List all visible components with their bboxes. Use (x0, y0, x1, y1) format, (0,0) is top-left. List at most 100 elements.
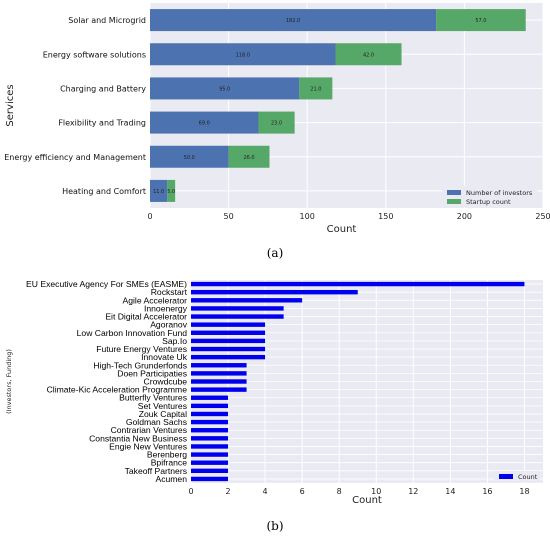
bar (191, 444, 229, 449)
category-label-a: Energy software solutions (43, 50, 146, 59)
bar (191, 452, 229, 457)
bar-segment (150, 9, 437, 32)
bar (191, 338, 266, 344)
bar (191, 330, 266, 335)
bar (191, 468, 229, 474)
bar-segment (258, 111, 295, 134)
x-tick-label-b: 6 (300, 487, 305, 496)
bar-segment (167, 179, 176, 202)
data-label: 95.0 (219, 86, 230, 92)
category-label-b: Doen Participaties (117, 368, 187, 378)
bar (191, 346, 266, 352)
legend-label-a: Startup count (466, 198, 511, 206)
category-label-b: EU Executive Agency For SMEs (EASME) (26, 279, 187, 289)
bar (191, 298, 303, 303)
category-label-b: Zouk Capital (139, 409, 187, 419)
data-label: 23.0 (271, 121, 282, 127)
caption-a: (a) (267, 246, 284, 260)
bar (191, 281, 525, 287)
category-label-b: Climate-Kic Acceleration Programme (47, 385, 188, 395)
category-label-b: Acumen (155, 474, 187, 484)
data-label: 50.0 (184, 155, 195, 161)
bar (191, 306, 284, 311)
category-label-b: Engie New Ventures (109, 441, 187, 451)
bar (191, 387, 247, 392)
bar (191, 403, 229, 409)
bar-segment (436, 9, 526, 32)
category-label-b: Future Energy Ventures (96, 344, 187, 354)
x-tick-label-b: 8 (337, 487, 342, 496)
x-tick-label-b: 16 (482, 487, 492, 496)
bar (191, 476, 229, 482)
x-axis-label-b: Count (352, 495, 382, 506)
y-axis-label-a: Services (5, 84, 16, 126)
data-label: 11.0 (153, 189, 164, 195)
x-tick-label-b: 18 (519, 487, 529, 496)
category-label-b: Berenberg (147, 450, 187, 460)
legend-b: Count (494, 471, 540, 482)
x-tick-label-a: 100 (300, 212, 315, 221)
category-label-b: Rockstart (151, 287, 188, 297)
legend-swatch-a (447, 199, 461, 204)
caption-b: (b) (266, 519, 283, 533)
bar-segment (150, 43, 336, 66)
bar (191, 314, 284, 319)
chart-a: 0 50 100 150 200 250 Solar and Microgrid 182.0 5… (4, 3, 550, 260)
bar (191, 411, 229, 417)
bar (191, 379, 247, 384)
category-label-a: Heating and Comfort (62, 187, 146, 196)
category-label-b: High-Tech Grunderfonds (93, 360, 187, 370)
bar (191, 289, 358, 295)
data-label: 57.0 (475, 18, 486, 24)
category-label-b: Eit Digital Accelerator (105, 312, 187, 322)
bar (191, 419, 229, 425)
category-label-b: Innovate Uk (141, 352, 188, 362)
x-tick-label-b: 2 (226, 487, 231, 496)
x-tick-label-b: 10 (371, 487, 381, 496)
category-label-a: Flexibility and Trading (58, 119, 146, 128)
category-label-b: Low Carbon Innovation Fund (77, 328, 188, 338)
data-label: 21.0 (310, 86, 321, 92)
category-label-a: Charging and Battery (60, 84, 146, 93)
category-label-b: Crowdcube (144, 377, 188, 387)
bar (191, 354, 266, 360)
x-tick-label-a: 50 (224, 212, 234, 221)
x-tick-label-b: 12 (408, 487, 418, 496)
data-label: 69.0 (199, 121, 210, 127)
category-label-b: Set Ventures (138, 401, 187, 411)
legend-label-a: Number of investors (466, 189, 533, 197)
category-label-b: Contrarian Ventures (111, 425, 187, 435)
data-label: 182.0 (286, 18, 300, 24)
x-tick-label-a: 200 (457, 212, 472, 221)
x-tick-label-b: 4 (263, 487, 268, 496)
bar (191, 322, 266, 327)
bar (191, 371, 247, 376)
x-tick-label-a: 150 (378, 212, 393, 221)
category-label-b: Bpifrance (151, 458, 188, 468)
plot-area-a (150, 3, 543, 208)
bar (191, 436, 229, 441)
legend-box-b (494, 471, 540, 482)
bar (191, 460, 229, 465)
data-label: 26.0 (243, 155, 254, 161)
bar (191, 363, 247, 368)
category-label-b: Agile Accelerator (123, 295, 188, 305)
category-label-b: Agoranov (150, 320, 187, 330)
x-tick-label-a: 250 (535, 212, 550, 221)
x-tick-label-b: 14 (445, 487, 455, 496)
x-tick-label-b: 0 (188, 487, 193, 496)
category-label-b: Innoenergy (144, 303, 188, 313)
y-axis-label-b: (Investors, Funding) (5, 349, 13, 414)
bar-segment (335, 43, 402, 66)
bar-segment (150, 77, 300, 100)
category-label-b: Goldman Sachs (126, 417, 187, 427)
chart-b: 0 2 4 6 8 10 12 14 16 18 EU Executive Agency For S… (5, 279, 543, 533)
x-tick-label-a: 0 (147, 212, 152, 221)
category-label-a: Energy efficiency and Management (4, 153, 146, 162)
data-label: 5.0 (167, 189, 175, 195)
bar-segment (228, 145, 270, 168)
category-label-b: Constantia New Business (89, 433, 187, 443)
data-label: 118.0 (236, 52, 250, 58)
